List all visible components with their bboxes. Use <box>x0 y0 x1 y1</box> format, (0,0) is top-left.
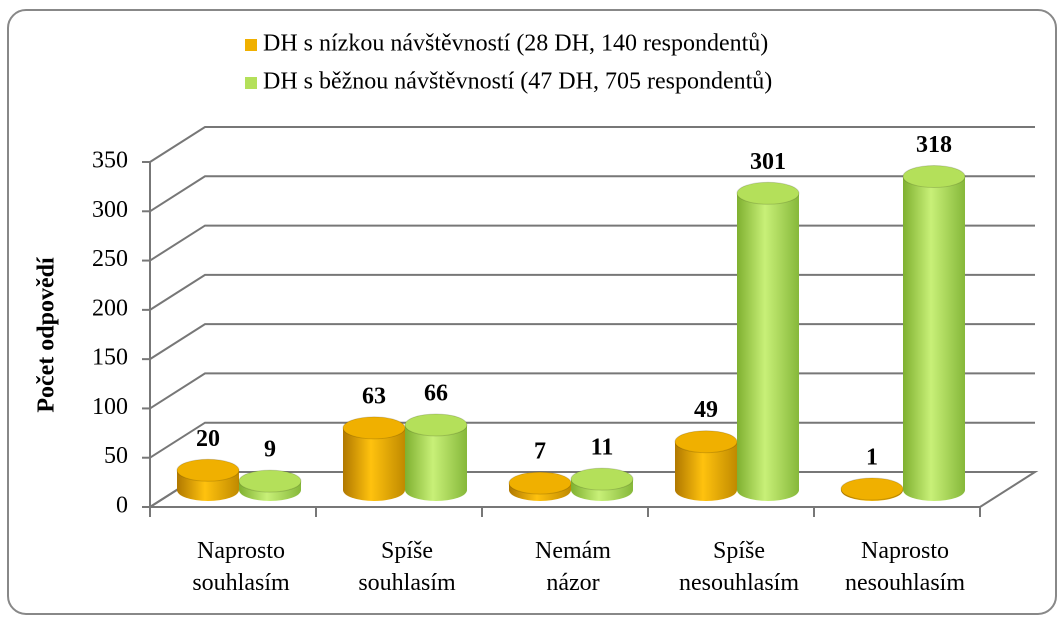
bar-top <box>570 467 634 491</box>
y-tick-label: 100 <box>92 394 128 420</box>
x-tick-label: Naprosto souhlasím <box>192 538 290 596</box>
bar-body <box>343 427 405 501</box>
bar <box>176 458 240 501</box>
data-label: 7 <box>534 439 546 465</box>
y-tick-label: 150 <box>92 345 128 371</box>
legend-label: DH s nízkou návštěvností (28 DH, 140 res… <box>263 31 768 57</box>
bar-body <box>737 193 799 502</box>
bar-top <box>508 471 572 495</box>
grid-line <box>149 175 1035 213</box>
data-label: 63 <box>362 383 386 409</box>
x-tick-label: Naprosto nesouhlasím <box>845 538 965 596</box>
bar <box>736 181 800 502</box>
y-tick-label: 200 <box>92 295 128 321</box>
legend-swatch <box>245 77 257 89</box>
x-tick-label: Spíše souhlasím <box>358 538 456 596</box>
data-label: 49 <box>694 397 718 423</box>
bar <box>404 413 468 501</box>
bar-top <box>404 413 468 437</box>
bar <box>570 467 634 501</box>
data-label: 9 <box>264 437 276 463</box>
data-label: 301 <box>750 149 786 175</box>
data-label: 11 <box>591 435 614 461</box>
data-label: 66 <box>424 380 448 406</box>
y-tick-label: 250 <box>92 246 128 272</box>
data-label: 20 <box>196 426 220 452</box>
data-label: 318 <box>916 132 952 158</box>
y-tick-label: 0 <box>116 493 128 519</box>
bar-top <box>840 477 904 501</box>
y-axis-label: Počet odpovědí <box>34 257 60 413</box>
data-label: 1 <box>866 445 878 471</box>
x-tick-label: Nemám názor <box>535 538 611 596</box>
bar-top <box>902 165 966 189</box>
legend-label: DH s běžnou návštěvností (47 DH, 705 res… <box>263 69 772 95</box>
bar-body <box>675 441 737 501</box>
x-tick-label: Spíše nesouhlasím <box>679 538 799 596</box>
grid-line <box>149 126 1035 163</box>
bar <box>840 477 904 501</box>
y-tick-label: 350 <box>92 148 128 174</box>
bar-top <box>736 181 800 205</box>
bar-top <box>176 458 240 482</box>
y-tick-label: 50 <box>104 443 128 469</box>
y-tick-label: 300 <box>92 197 128 223</box>
bar-top <box>342 416 406 440</box>
bar-top <box>674 430 738 454</box>
bar-body <box>405 424 467 501</box>
chart-frame <box>7 9 1057 615</box>
bar <box>508 471 572 501</box>
bar-body <box>903 176 965 502</box>
bar <box>674 430 738 501</box>
bar <box>902 165 966 502</box>
bar <box>342 416 406 501</box>
legend-swatch <box>245 39 257 51</box>
bar-top <box>238 469 302 493</box>
bar <box>238 469 302 501</box>
